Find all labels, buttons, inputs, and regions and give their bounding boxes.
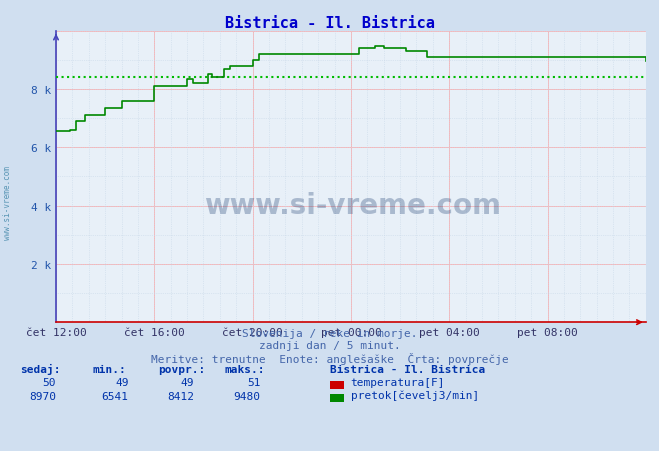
Text: Bistrica - Il. Bistrica: Bistrica - Il. Bistrica [330,364,485,374]
Text: 49: 49 [181,377,194,387]
Text: pretok[čevelj3/min]: pretok[čevelj3/min] [351,389,479,400]
Text: sedaj:: sedaj: [20,363,60,374]
Text: maks.:: maks.: [224,364,264,374]
Text: www.si-vreme.com: www.si-vreme.com [204,191,501,219]
Text: temperatura[F]: temperatura[F] [351,377,445,387]
Text: min.:: min.: [92,364,126,374]
Text: Slovenija / reke in morje.: Slovenija / reke in morje. [242,328,417,338]
Text: 8970: 8970 [29,391,56,401]
Text: www.si-vreme.com: www.si-vreme.com [3,166,13,240]
Text: 6541: 6541 [101,391,129,401]
Text: Meritve: trenutne  Enote: anglešaške  Črta: povprečje: Meritve: trenutne Enote: anglešaške Črta… [151,353,508,365]
Text: 49: 49 [115,377,129,387]
Text: 50: 50 [43,377,56,387]
Text: zadnji dan / 5 minut.: zadnji dan / 5 minut. [258,341,401,350]
Text: povpr.:: povpr.: [158,364,206,374]
Text: 51: 51 [247,377,260,387]
Text: 8412: 8412 [167,391,194,401]
Text: 9480: 9480 [233,391,260,401]
Text: Bistrica - Il. Bistrica: Bistrica - Il. Bistrica [225,16,434,31]
